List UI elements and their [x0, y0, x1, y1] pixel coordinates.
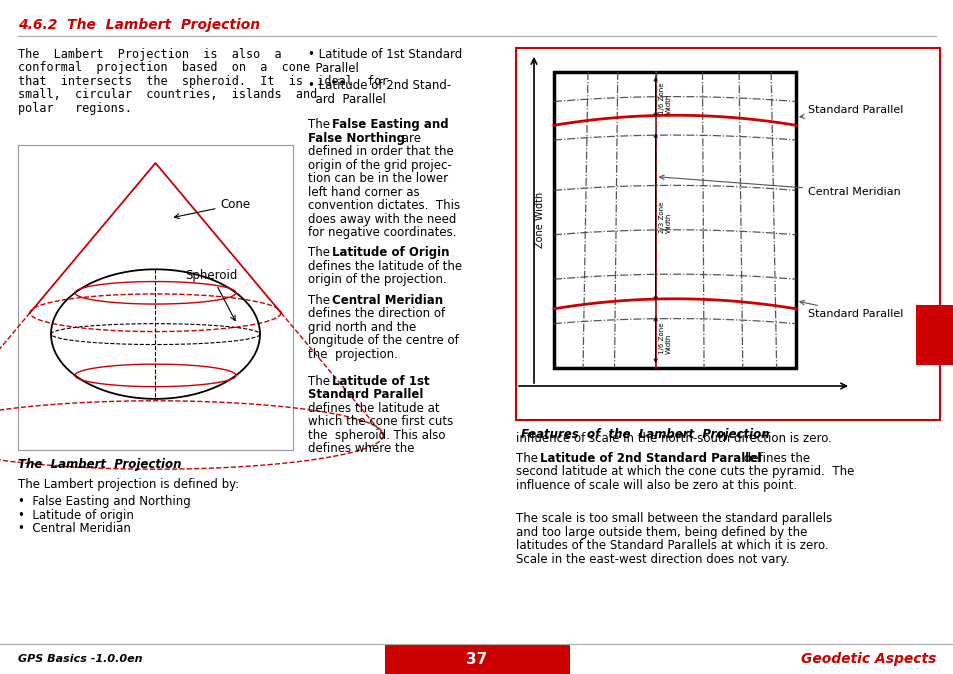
Text: The Lambert projection is defined by:: The Lambert projection is defined by:: [18, 478, 239, 491]
Text: Zone Width: Zone Width: [535, 192, 544, 248]
Text: Latitude of Origin: Latitude of Origin: [332, 247, 449, 259]
Text: Spheroid: Spheroid: [185, 269, 237, 321]
Text: • Latitude of 2nd Stand-: • Latitude of 2nd Stand-: [308, 79, 451, 92]
Text: influence of scale will also be zero at this point.: influence of scale will also be zero at …: [516, 479, 797, 491]
Text: Geodetic Aspects: Geodetic Aspects: [800, 652, 935, 666]
Bar: [0, 644, 953, 674]
Text: Central Meridian: Central Meridian: [659, 175, 900, 197]
Text: The  Lambert  Projection: The Lambert Projection: [18, 458, 181, 471]
Text: The: The: [308, 118, 334, 131]
Text: are: are: [397, 131, 420, 145]
Text: conformal  projection  based  on  a  cone: conformal projection based on a cone: [18, 61, 310, 75]
Text: Scale in the east-west direction does not vary.: Scale in the east-west direction does no…: [516, 553, 789, 565]
Text: defines the latitude of the: defines the latitude of the: [308, 260, 461, 273]
Text: Features  of  the  Lambert  Projection: Features of the Lambert Projection: [520, 428, 769, 441]
Text: 4.6.2  The  Lambert  Projection: 4.6.2 The Lambert Projection: [18, 18, 260, 32]
Text: small,  circular  countries,  islands  and: small, circular countries, islands and: [18, 88, 317, 102]
Text: convention dictates.  This: convention dictates. This: [308, 200, 459, 212]
Text: The: The: [308, 247, 334, 259]
Text: the  spheroid. This also: the spheroid. This also: [308, 429, 445, 441]
Text: 2/3 Zone
Width: 2/3 Zone Width: [658, 202, 671, 233]
Text: grid north and the: grid north and the: [308, 321, 416, 334]
Text: defines where the: defines where the: [308, 442, 414, 455]
Text: latitudes of the Standard Parallels at which it is zero.: latitudes of the Standard Parallels at w…: [516, 539, 828, 552]
Text: The scale is too small between the standard parallels: The scale is too small between the stand…: [516, 512, 831, 525]
Bar: [18, 145, 293, 450]
Text: Parallel: Parallel: [308, 61, 358, 75]
Text: influence of scale in the north-south direction is zero.: influence of scale in the north-south di…: [516, 432, 831, 445]
Text: and too large outside them, being defined by the: and too large outside them, being define…: [516, 526, 806, 539]
Bar: [516, 48, 939, 420]
Text: origin of the projection.: origin of the projection.: [308, 274, 446, 286]
Text: Standard Parallel: Standard Parallel: [799, 301, 902, 319]
Text: ard  Parallel: ard Parallel: [308, 92, 385, 106]
Text: second latitude at which the cone cuts the pyramid.  The: second latitude at which the cone cuts t…: [516, 465, 854, 478]
Text: The: The: [308, 294, 334, 307]
Text: Standard Parallel: Standard Parallel: [308, 388, 423, 401]
Text: Cone: Cone: [174, 198, 251, 218]
Text: polar   regions.: polar regions.: [18, 102, 132, 115]
Text: Latitude of 1st: Latitude of 1st: [332, 375, 429, 388]
Text: defines the latitude at: defines the latitude at: [308, 402, 439, 415]
Text: Standard Parallel: Standard Parallel: [800, 105, 902, 119]
Text: defined in order that the: defined in order that the: [308, 145, 454, 158]
Text: The  Lambert  Projection  is  also  a: The Lambert Projection is also a: [18, 48, 281, 61]
Text: defines the: defines the: [740, 452, 809, 464]
Text: 37: 37: [466, 652, 487, 667]
Text: False Northing: False Northing: [308, 131, 405, 145]
Text: 1/6 Zone
Width: 1/6 Zone Width: [658, 83, 671, 115]
Bar: [554, 72, 795, 368]
Text: for negative coordinates.: for negative coordinates.: [308, 226, 456, 239]
Text: GPS Basics -1.0.0en: GPS Basics -1.0.0en: [18, 654, 142, 664]
Text: origin of the grid projec-: origin of the grid projec-: [308, 158, 452, 172]
Bar: [915, 305, 953, 365]
Text: • Latitude of 1st Standard: • Latitude of 1st Standard: [308, 48, 462, 61]
Text: •  Central Meridian: • Central Meridian: [18, 522, 131, 536]
Text: defines the direction of: defines the direction of: [308, 307, 445, 320]
Bar: [385, 644, 569, 674]
Text: Central Meridian: Central Meridian: [332, 294, 442, 307]
Text: the  projection.: the projection.: [308, 348, 397, 361]
Text: that  intersects  the  spheroid.  It  is  ideal  for: that intersects the spheroid. It is idea…: [18, 75, 388, 88]
Text: Latitude of 2nd Standard Parallel: Latitude of 2nd Standard Parallel: [539, 452, 760, 464]
Text: The: The: [308, 375, 334, 388]
Text: tion can be in the lower: tion can be in the lower: [308, 172, 448, 185]
Text: does away with the need: does away with the need: [308, 213, 456, 226]
Text: The: The: [516, 452, 541, 464]
Text: False Easting and: False Easting and: [332, 118, 448, 131]
Text: left hand corner as: left hand corner as: [308, 186, 419, 199]
Text: •  False Easting and Northing: • False Easting and Northing: [18, 495, 191, 508]
Text: 1/6 Zone
Width: 1/6 Zone Width: [658, 323, 671, 354]
Text: which the cone first cuts: which the cone first cuts: [308, 415, 453, 428]
Text: longitude of the centre of: longitude of the centre of: [308, 334, 458, 347]
Text: •  Latitude of origin: • Latitude of origin: [18, 509, 133, 522]
